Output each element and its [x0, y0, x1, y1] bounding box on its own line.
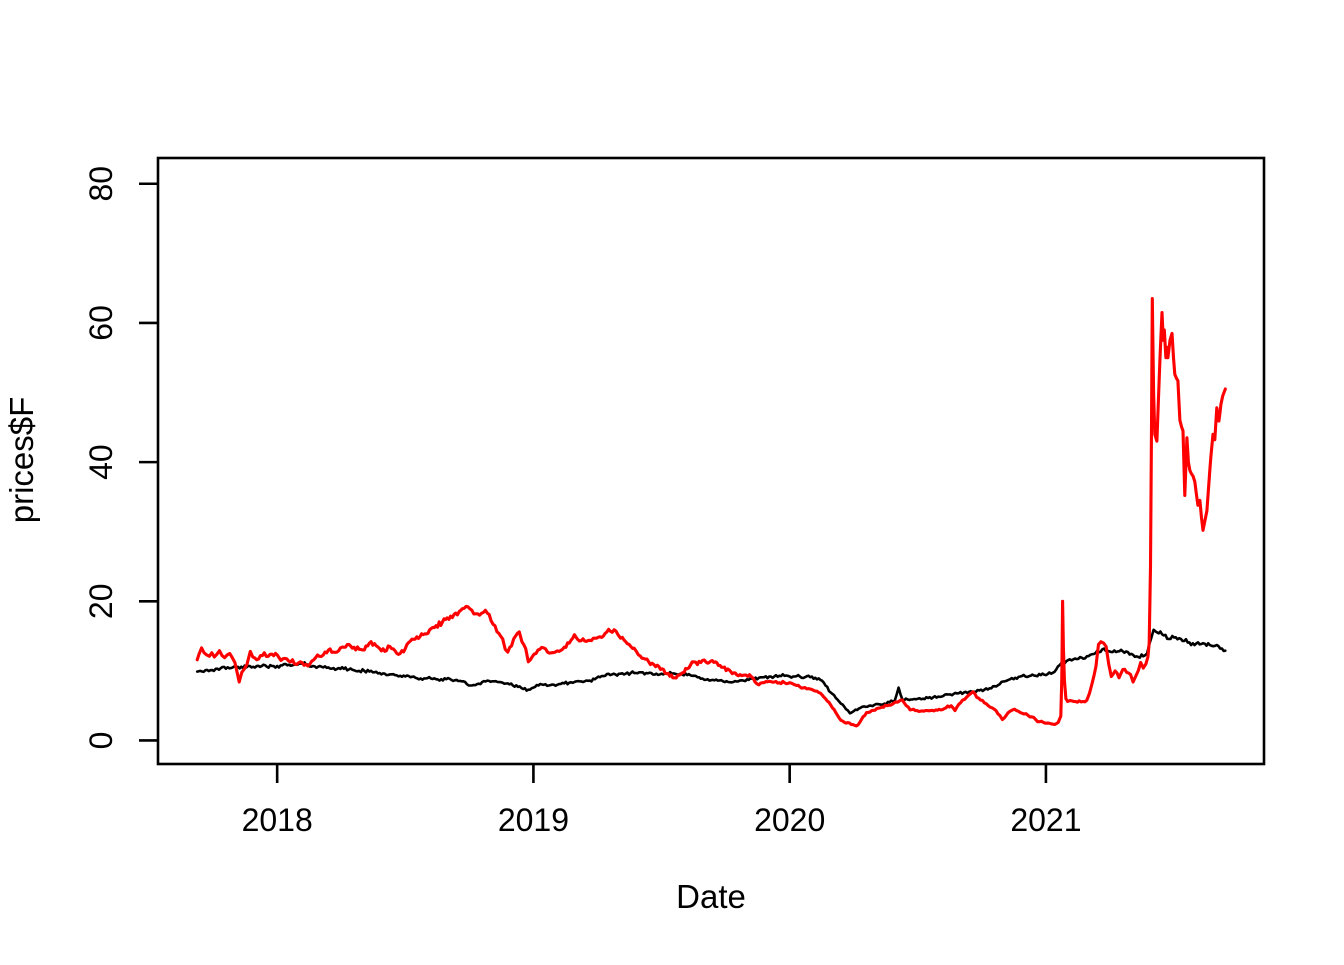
- x-axis-title: Date: [676, 878, 746, 915]
- y-tick-label: 80: [83, 166, 119, 202]
- x-axis: 2018 2019 2020 2021: [242, 764, 1082, 838]
- plot-box: [156, 156, 1266, 766]
- x-tick-label: 2019: [498, 802, 569, 838]
- y-tick-label: 40: [83, 444, 119, 480]
- x-tick-label: 2020: [754, 802, 825, 838]
- x-tick-label: 2018: [242, 802, 313, 838]
- y-axis: 0 20 40 60 80: [83, 166, 158, 749]
- series-black-path: [195, 628, 1227, 715]
- y-tick-label: 20: [83, 583, 119, 619]
- y-tick-label: 0: [83, 732, 119, 750]
- y-axis-title: prices$F: [3, 397, 40, 524]
- series-red-path: [195, 297, 1227, 728]
- x-tick-label: 2021: [1010, 802, 1081, 838]
- y-tick-label: 60: [83, 305, 119, 341]
- series-group: [195, 297, 1227, 728]
